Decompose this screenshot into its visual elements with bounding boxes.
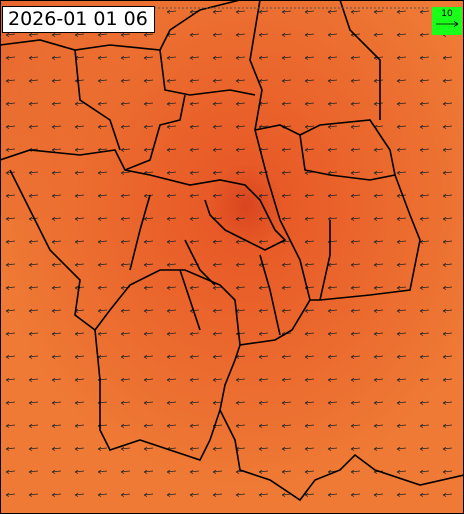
wind-legend: 10	[432, 7, 462, 35]
legend-label: 10	[441, 9, 453, 19]
legend-arrow	[436, 21, 459, 27]
timestamp: 2026-01 01 06	[2, 6, 155, 33]
borders	[0, 0, 464, 502]
